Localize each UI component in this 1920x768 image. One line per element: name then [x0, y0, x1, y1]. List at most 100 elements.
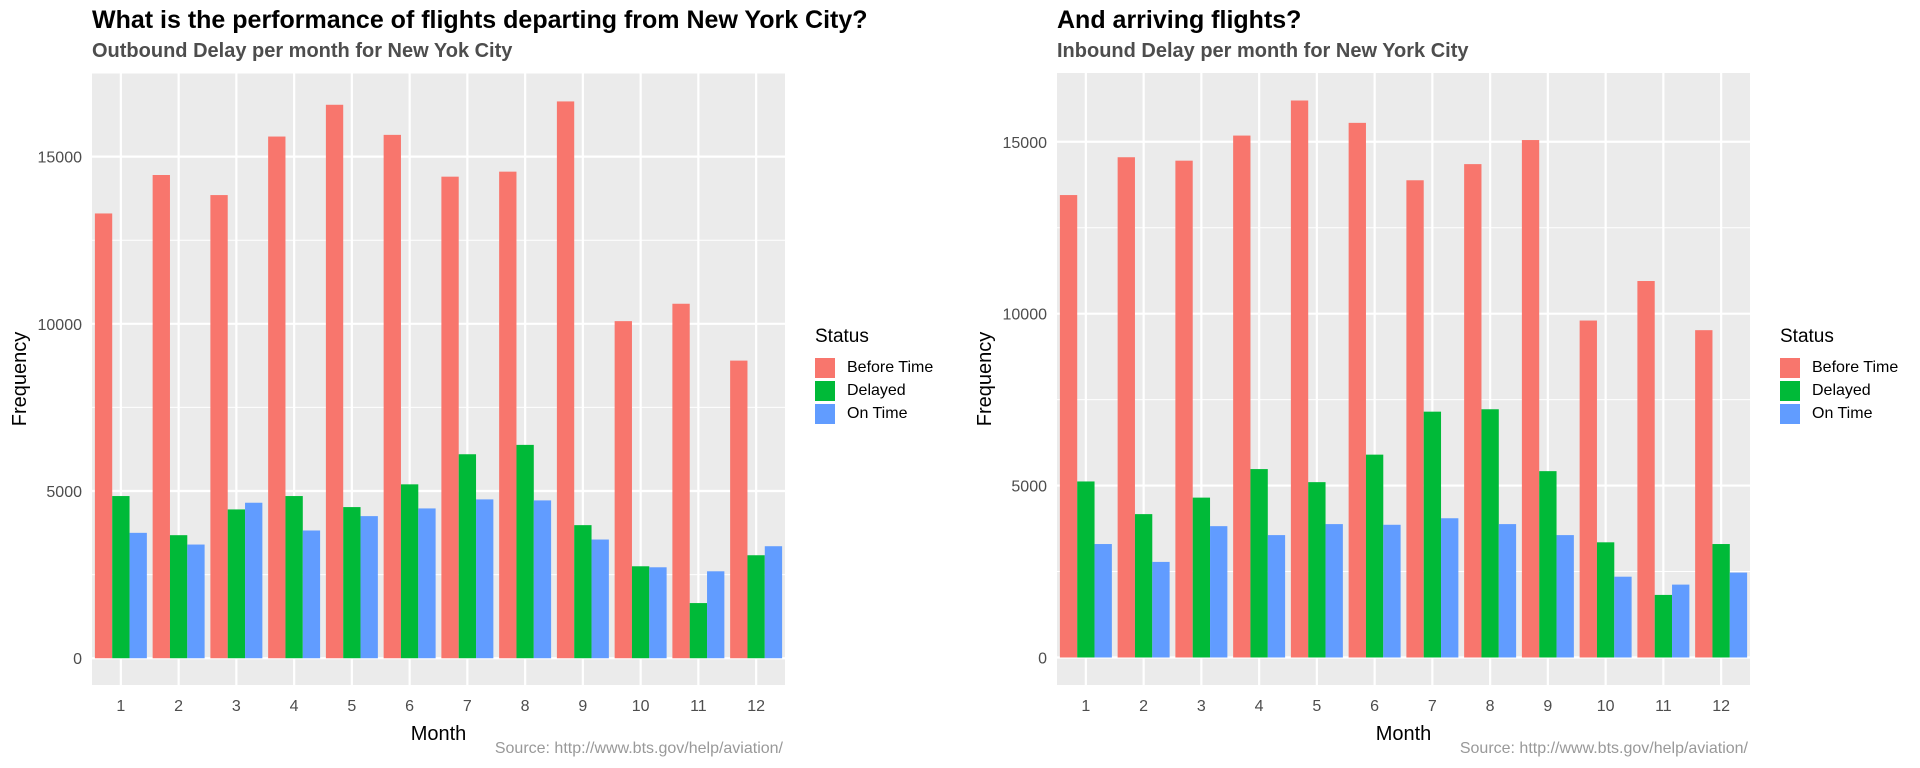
x-tick-label: 7 — [1428, 698, 1437, 715]
bar-delayed — [1365, 454, 1384, 658]
legend-key-before-time — [1780, 357, 1800, 378]
x-tick-label: 7 — [463, 698, 472, 715]
x-tick-label: 4 — [1255, 698, 1264, 715]
bar-before-time — [441, 176, 459, 659]
bar-on-time — [129, 532, 147, 659]
y-tick-label: 10000 — [1003, 307, 1048, 324]
bar-on-time — [1152, 561, 1170, 658]
inbound-chart-panel: And arriving flights? Inbound Delay per … — [965, 0, 1920, 768]
bar-before-time — [1406, 180, 1424, 658]
legend-label: Before Time — [847, 358, 934, 376]
y-tick-label: 0 — [1038, 650, 1047, 667]
bar-on-time — [1614, 576, 1632, 658]
bar-on-time — [418, 508, 436, 659]
bar-before-time — [1579, 320, 1597, 658]
bar-before-time — [614, 321, 632, 659]
legend-item-before-time: Before Time — [815, 356, 933, 379]
bar-before-time — [210, 195, 228, 659]
bar-on-time — [649, 567, 667, 659]
bar-delayed — [169, 535, 188, 659]
bar-before-time — [268, 136, 286, 659]
bar-before-time — [499, 171, 517, 659]
bar-on-time — [533, 500, 552, 659]
chart-source-caption: Source: http://www.bts.gov/help/aviation… — [494, 740, 783, 757]
bar-delayed — [112, 496, 130, 659]
bar-delayed — [1250, 469, 1268, 658]
x-tick-label: 11 — [690, 698, 707, 715]
bar-delayed — [689, 603, 708, 659]
bar-before-time — [1117, 157, 1135, 658]
bar-on-time — [1210, 526, 1228, 658]
bar-delayed — [1308, 482, 1326, 658]
x-tick-label: 12 — [1712, 698, 1730, 715]
chart-title: What is the performance of flights depar… — [92, 6, 868, 34]
bar-before-time — [152, 175, 170, 659]
bar-on-time — [707, 571, 725, 659]
y-axis-title: Frequency — [9, 332, 31, 427]
chart-legend: Status Before Time Delayed On Time — [1780, 326, 1898, 425]
bar-delayed — [1077, 481, 1095, 658]
bar-on-time — [187, 544, 205, 659]
bar-before-time — [94, 213, 113, 659]
bar-delayed — [343, 507, 361, 659]
bar-before-time — [672, 303, 690, 659]
bar-delayed — [574, 525, 592, 659]
bar-on-time — [1672, 584, 1690, 658]
bar-before-time — [730, 360, 748, 659]
y-axis-title: Frequency — [974, 332, 996, 427]
outbound-chart-panel: What is the performance of flights depar… — [9, 6, 933, 757]
bar-delayed — [516, 444, 534, 659]
bar-on-time — [1325, 524, 1343, 658]
bar-on-time — [1556, 535, 1574, 658]
x-tick-label: 2 — [174, 698, 183, 715]
bar-before-time — [1175, 160, 1193, 658]
bar-on-time — [476, 499, 494, 659]
bar-delayed — [1481, 409, 1499, 658]
bar-before-time — [1637, 281, 1655, 658]
bar-delayed — [1596, 542, 1615, 658]
x-tick-label: 6 — [405, 698, 414, 715]
legend-key-on-time — [1780, 403, 1800, 424]
bar-on-time — [1383, 524, 1401, 658]
plot-background — [92, 73, 785, 685]
bar-on-time — [591, 539, 609, 659]
x-axis-title: Month — [411, 723, 467, 745]
bar-before-time — [556, 101, 575, 659]
x-tick-label: 8 — [1486, 698, 1495, 715]
legend-label: On Time — [847, 404, 908, 422]
legend-title: Status — [815, 326, 869, 347]
x-tick-label: 5 — [347, 698, 356, 715]
bar-delayed — [1654, 594, 1673, 658]
bar-delayed — [458, 454, 477, 659]
bar-on-time — [1094, 544, 1112, 658]
bar-on-time — [302, 530, 321, 659]
x-tick-label: 2 — [1139, 698, 1148, 715]
x-tick-label: 10 — [1597, 698, 1615, 715]
x-tick-label: 1 — [1081, 698, 1090, 715]
x-tick-label: 5 — [1312, 698, 1321, 715]
chart-subtitle: Inbound Delay per month for New York Cit… — [1057, 40, 1469, 62]
chart-legend: Status Before Time Delayed On Time — [815, 326, 933, 425]
y-tick-label: 5000 — [46, 484, 82, 501]
legend-item-delayed: Delayed — [815, 379, 933, 402]
bar-delayed — [400, 484, 419, 659]
legend-key-on-time — [815, 403, 835, 424]
legend-label: Before Time — [1812, 358, 1899, 376]
bar-on-time — [764, 546, 783, 659]
chart-source-caption: Source: http://www.bts.gov/help/aviation… — [1459, 740, 1748, 757]
bar-before-time — [1290, 100, 1309, 658]
x-tick-label: 1 — [116, 698, 125, 715]
bar-delayed — [747, 555, 765, 659]
legend-item-delayed: Delayed — [1780, 379, 1898, 402]
plot-background — [1057, 73, 1750, 685]
x-tick-label: 11 — [1655, 698, 1672, 715]
legend-item-on-time: On Time — [1780, 402, 1898, 425]
x-tick-label: 3 — [232, 698, 241, 715]
x-tick-label: 12 — [747, 698, 765, 715]
bar-on-time — [1267, 535, 1286, 658]
y-tick-label: 0 — [73, 651, 82, 668]
bar-before-time — [1521, 140, 1540, 658]
bar-delayed — [1712, 544, 1730, 658]
